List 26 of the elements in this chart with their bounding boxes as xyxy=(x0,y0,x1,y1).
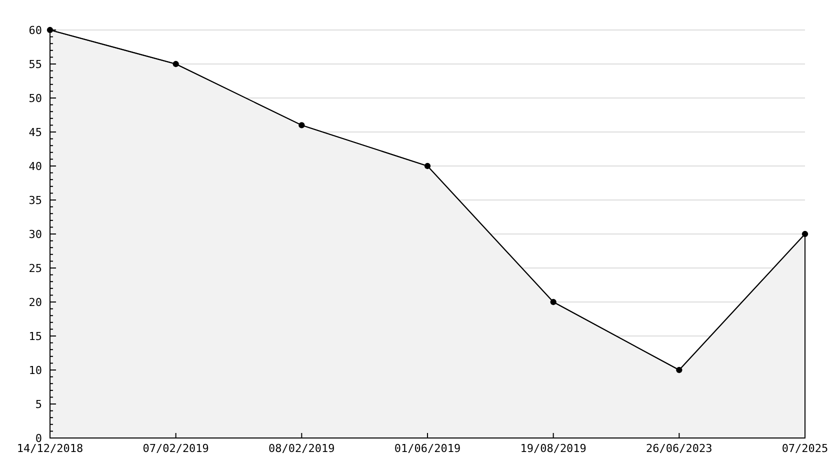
y-tick-label: 30 xyxy=(28,228,42,241)
x-tick-label: 08/02/2019 xyxy=(268,442,335,455)
point xyxy=(676,366,682,374)
y-tick-label: 55 xyxy=(28,58,42,71)
y-tick-label: 25 xyxy=(28,262,42,275)
y-tick-label: 45 xyxy=(28,126,42,139)
point xyxy=(550,298,556,306)
x-tick-label: 14/12/2018 xyxy=(16,442,84,455)
y-tick-label: 50 xyxy=(28,92,42,105)
point xyxy=(802,230,808,238)
x-tick-label: 19/08/2019 xyxy=(520,442,586,455)
y-tick-label: 35 xyxy=(28,194,42,207)
point xyxy=(424,162,431,170)
y-tick-label: 5 xyxy=(35,398,42,411)
y-tick-label: 0 xyxy=(35,432,42,445)
y-tick-label: 15 xyxy=(28,330,42,343)
y-tick-label: 10 xyxy=(28,364,42,377)
y-tick-label: 40 xyxy=(28,160,42,173)
x-tick-label: 07/02/2019 xyxy=(142,442,209,455)
point xyxy=(298,122,305,128)
point xyxy=(172,60,179,68)
x-tick-label: 07/2025 xyxy=(782,442,828,455)
y-tick-label: 60 xyxy=(28,24,42,37)
y-tick-label: 20 xyxy=(28,296,42,309)
x-tick-label: 01/06/2019 xyxy=(394,442,461,455)
x-tick-label: 26/06/2023 xyxy=(646,442,712,455)
